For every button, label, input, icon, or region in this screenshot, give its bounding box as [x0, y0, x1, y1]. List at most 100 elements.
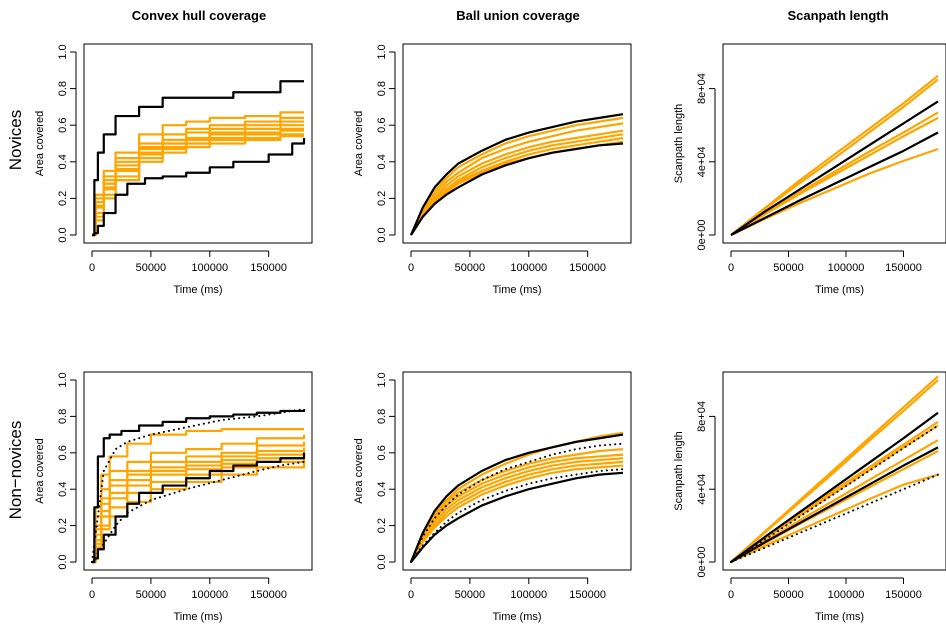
dotted-reference-line	[410, 468, 624, 563]
series-group	[92, 80, 306, 237]
plot-frame	[83, 43, 313, 244]
y-tick-label: 0.4	[376, 482, 388, 497]
orange-series-line	[410, 453, 624, 563]
panel-novices-convex-hull: 0 50000 100000 150000 0.0 0.2 0.4 0.6 0.8 1.0 Time…	[34, 43, 313, 296]
x-tick-label: 150000	[250, 589, 287, 601]
column-title-convex-hull: Convex hull coverage	[132, 8, 266, 23]
dotted-reference-line	[91, 460, 305, 563]
x-axis-label: Time (ms)	[815, 611, 864, 623]
panel-non-novices-ball-union: 0 50000 100000 150000 0.0 0.2 0.4 0.6 0.8 1.0 Time…	[353, 371, 632, 623]
x-tick-label: 0	[408, 262, 414, 274]
orange-series-line	[410, 116, 624, 236]
x-tick-label: 0	[408, 589, 414, 601]
y-tick-label: 0.8	[376, 81, 388, 96]
black-series-line	[730, 411, 939, 563]
x-axis-label: Time (ms)	[173, 611, 222, 623]
panel-novices-scanpath-length: 0 50000 100000 150000 0e+00 4e+04 8e+04 Time (m…	[673, 43, 946, 296]
x-tick-label: 100000	[828, 589, 865, 601]
y-tick-label: 0.6	[376, 445, 388, 460]
y-tick-label: 0.0	[57, 227, 69, 242]
orange-series-line	[410, 457, 624, 563]
y-tick-label: 0.4	[57, 154, 69, 169]
x-tick-label: 100000	[191, 589, 228, 601]
x-tick-label: 50000	[136, 589, 167, 601]
orange-series-line	[92, 133, 304, 237]
orange-series-line	[409, 448, 624, 563]
y-axis-label: Area covered	[353, 111, 365, 176]
y-tick-label: 0.8	[376, 409, 388, 424]
x-tick-label: 100000	[510, 589, 547, 601]
column-title-scanpath-length: Scanpath length	[787, 8, 888, 23]
orange-series-line	[92, 127, 304, 237]
black-series-line	[730, 100, 939, 236]
x-tick-label: 0	[89, 262, 95, 274]
y-tick-label: 0.0	[376, 554, 388, 569]
plot-frame	[722, 43, 946, 244]
orange-series-line	[92, 428, 304, 564]
dotted-reference-line	[410, 442, 624, 563]
x-tick-label: 150000	[250, 262, 287, 274]
y-tick-label: 0.8	[57, 81, 69, 96]
row-label-novices: Novices	[6, 110, 25, 170]
x-tick-label: 0	[728, 589, 734, 601]
x-axis-label: Time (ms)	[815, 284, 864, 296]
x-tick-label: 150000	[569, 262, 606, 274]
y-tick-label: 8e+04	[696, 73, 708, 104]
y-tick-label: 0.2	[376, 191, 388, 206]
orange-series-line	[730, 116, 939, 236]
row-label-non-novices: Non−novices	[6, 421, 25, 520]
y-axis-label: Area covered	[34, 111, 46, 176]
orange-series-line	[410, 129, 624, 236]
orange-series-line	[92, 135, 304, 237]
black-series-line	[409, 433, 624, 563]
x-axis-label: Time (ms)	[492, 611, 541, 623]
y-tick-label: 0.6	[57, 118, 69, 133]
plot-frame	[402, 43, 632, 244]
series-group	[730, 74, 939, 236]
y-tick-label: 0.2	[57, 518, 69, 533]
y-axis-label: Scanpath length	[673, 431, 685, 511]
column-title-ball-union: Ball union coverage	[456, 8, 580, 23]
x-tick-label: 50000	[455, 589, 486, 601]
black-series-line	[410, 471, 624, 563]
panel-non-novices-convex-hull: 0 50000 100000 150000 0.0 0.2 0.4 0.6 0.8 1.0 Time…	[34, 371, 313, 623]
y-axis-label: Area covered	[353, 438, 365, 503]
y-tick-label: 0.6	[376, 118, 388, 133]
x-tick-label: 150000	[885, 589, 922, 601]
x-tick-label: 50000	[773, 589, 804, 601]
y-tick-label: 0.4	[376, 154, 388, 169]
y-tick-label: 1.0	[376, 372, 388, 387]
y-tick-label: 0.8	[57, 409, 69, 424]
dotted-reference-line	[730, 424, 939, 563]
series-group	[91, 408, 306, 564]
orange-series-line	[410, 460, 624, 563]
x-tick-label: 50000	[773, 262, 804, 274]
orange-series-line	[92, 441, 306, 564]
x-tick-label: 100000	[828, 262, 865, 274]
panel-novices-ball-union: 0 50000 100000 150000 0.0 0.2 0.4 0.6 0.8 1.0 Time…	[353, 43, 632, 296]
orange-series-line	[730, 379, 939, 563]
y-tick-label: 8e+04	[696, 401, 708, 432]
plot-frame	[402, 371, 632, 571]
orange-series-line	[92, 460, 306, 564]
x-tick-label: 0	[89, 589, 95, 601]
black-series-line	[92, 409, 306, 564]
y-tick-label: 1.0	[57, 372, 69, 387]
black-series-line	[410, 142, 624, 236]
orange-series-line	[730, 450, 939, 563]
x-axis-label: Time (ms)	[492, 284, 541, 296]
series-group	[409, 113, 624, 236]
black-series-line	[92, 138, 306, 237]
x-tick-label: 150000	[569, 589, 606, 601]
y-tick-label: 0.2	[376, 518, 388, 533]
y-tick-label: 0.4	[57, 482, 69, 497]
x-tick-label: 100000	[191, 262, 228, 274]
plot-frame	[83, 371, 313, 571]
x-axis-label: Time (ms)	[173, 284, 222, 296]
x-tick-label: 50000	[455, 262, 486, 274]
y-tick-label: 0e+00	[696, 547, 708, 578]
x-tick-label: 0	[728, 262, 734, 274]
black-series-line	[730, 131, 939, 236]
y-tick-label: 0.0	[57, 554, 69, 569]
y-tick-label: 1.0	[57, 44, 69, 59]
